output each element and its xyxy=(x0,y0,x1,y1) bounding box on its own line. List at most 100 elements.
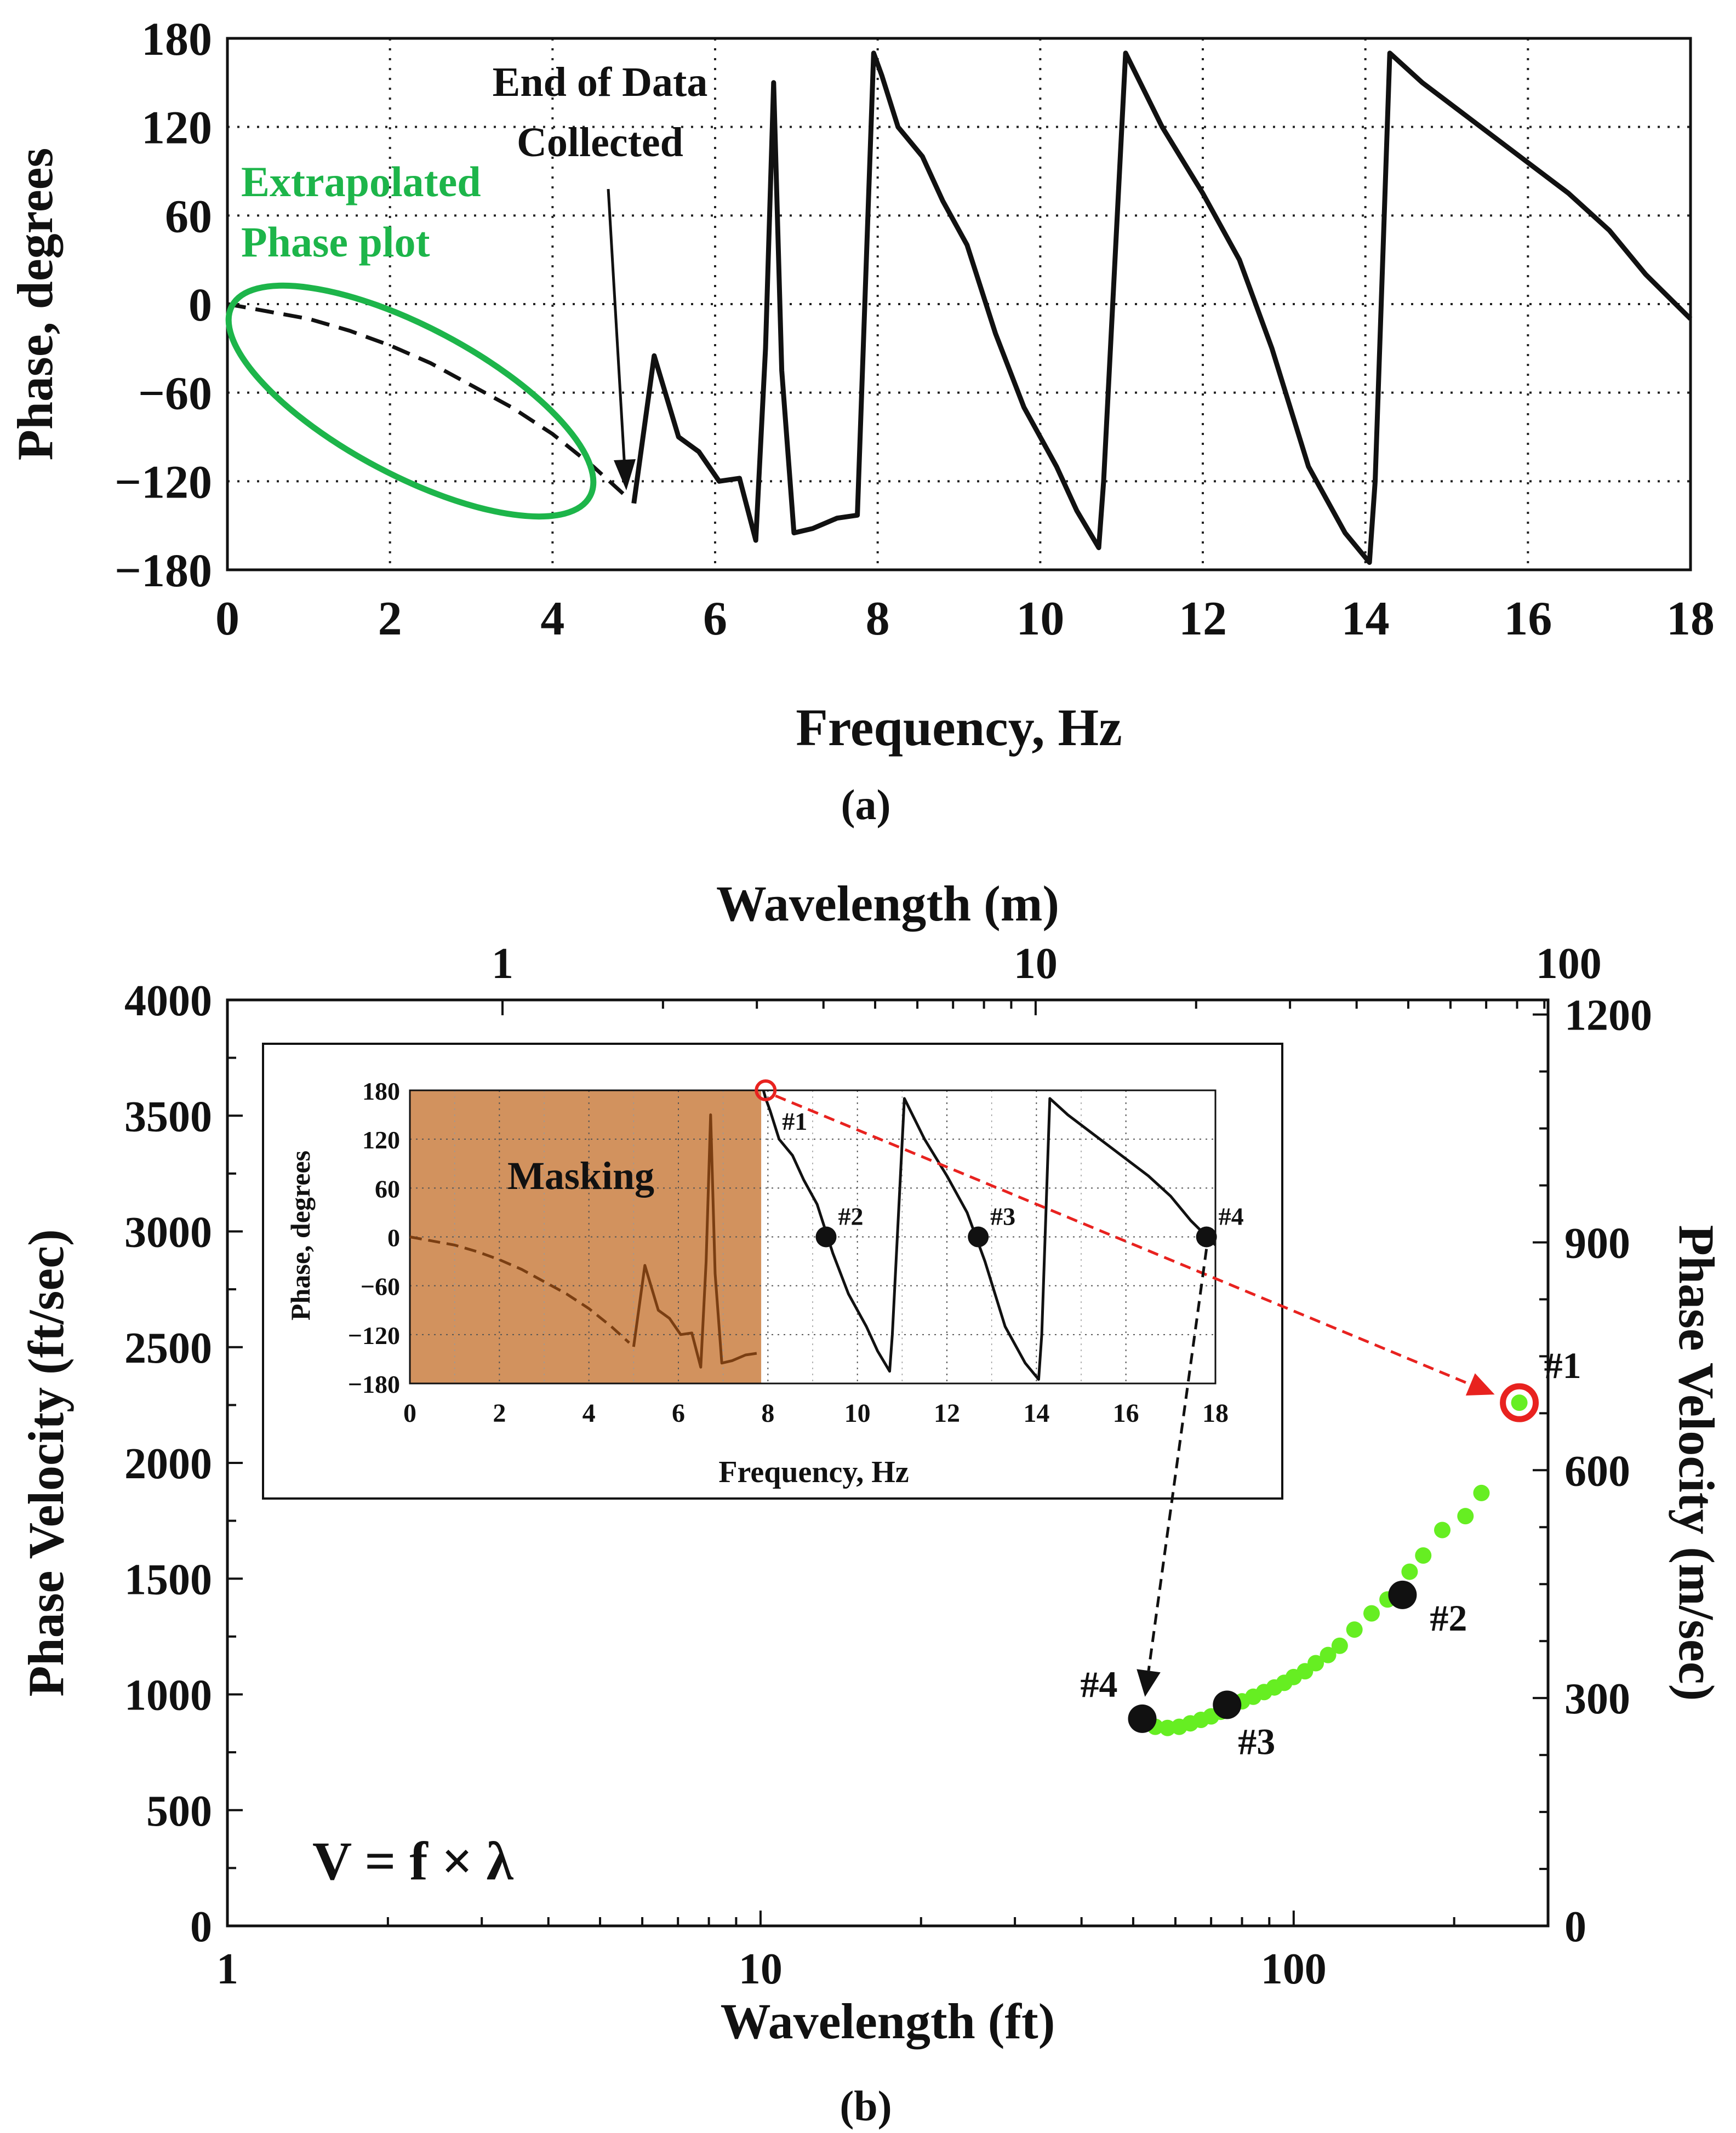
b-ytick-right-label: 1200 xyxy=(1564,992,1652,1040)
b-ytick-label: 3500 xyxy=(124,1093,212,1141)
a-xtick-label: 0 xyxy=(215,592,239,645)
inset-xtick-label: 0 xyxy=(403,1399,416,1428)
b-y-ticks-right: 0 300 600 900 1200 xyxy=(1533,992,1652,1951)
b-dispersion-point xyxy=(1473,1484,1490,1501)
a-ytick-label: −180 xyxy=(115,544,212,597)
inset-y-ticks: 180 120 60 0 −60 −120 −180 xyxy=(348,1077,400,1398)
inset-ytick-label: 0 xyxy=(387,1224,400,1252)
b-panel-label: (b) xyxy=(840,2082,892,2130)
inset-ytick-label: −180 xyxy=(348,1370,400,1398)
inset-point-ring xyxy=(755,1079,777,1101)
inset-masked-phase-line xyxy=(632,1113,757,1369)
a-xtick-label: 12 xyxy=(1179,592,1227,645)
b-ytick-right-label: 300 xyxy=(1564,1675,1630,1723)
b-dispersion-point xyxy=(1307,1655,1324,1672)
b-dispersion-point xyxy=(1457,1508,1474,1525)
a-annotation-extrapolated-1: Extrapolated xyxy=(241,158,481,205)
inset-point-label: #3 xyxy=(990,1203,1015,1231)
inset-point-label: #1 xyxy=(782,1107,807,1135)
a-x-ticks: 0 2 4 6 8 10 12 14 16 18 xyxy=(215,592,1715,645)
b-xtick-top-label: 100 xyxy=(1536,940,1602,988)
inset-point xyxy=(968,1226,989,1248)
b-ytick-label: 0 xyxy=(190,1903,212,1951)
b-xtick-top-label: 1 xyxy=(492,940,513,988)
b-xlabel-top: Wavelength (m) xyxy=(716,876,1059,931)
a-xtick-label: 16 xyxy=(1504,592,1552,645)
b-x-ticks-top: 1 10 100 xyxy=(492,940,1602,1015)
b-inset: 0 2 4 6 8 10 12 14 16 18 180 120 60 0 −60 −120 −180 Mas… xyxy=(262,1043,1283,1500)
b-ylabel-left: Phase Velocity (ft/sec) xyxy=(18,1229,74,1696)
a-xtick-label: 10 xyxy=(1016,592,1064,645)
inset-mask-label: Masking xyxy=(507,1154,654,1198)
b-ytick-label: 1000 xyxy=(124,1672,212,1720)
b-highlight-ring xyxy=(1500,1383,1539,1422)
inset-ytick-label: 120 xyxy=(362,1126,400,1154)
b-highlight-point xyxy=(1511,1395,1527,1411)
inset-xtick-label: 12 xyxy=(934,1399,960,1428)
b-x-ticks-bottom: 1 10 100 xyxy=(216,1911,1549,1993)
b-ytick-right-label: 900 xyxy=(1564,1219,1630,1267)
inset-xtick-label: 14 xyxy=(1023,1399,1049,1428)
inset-xtick-label: 16 xyxy=(1113,1399,1139,1428)
inset-xtick-label: 8 xyxy=(761,1399,774,1428)
a-extrapolated-ellipse xyxy=(225,282,597,520)
a-ytick-label: 60 xyxy=(165,190,212,242)
panel-a-phase-plot: 0 2 4 6 8 10 12 14 16 18 180 120 60 0 −60 −120 −180 Ext… xyxy=(7,13,1715,828)
inset-ytick-label: 180 xyxy=(362,1077,400,1105)
inset-xtick-label: 4 xyxy=(583,1399,596,1428)
b-y-ticks-left: 0 500 1000 1500 2000 2500 3000 3500 4000 xyxy=(124,977,243,1951)
b-xlabel-bottom: Wavelength (ft) xyxy=(721,1993,1055,2049)
b-ylabel-right: Phase Velocity (m/sec) xyxy=(1669,1225,1724,1701)
inset-ytick-label: −120 xyxy=(348,1322,400,1349)
b-highlight-point xyxy=(1388,1580,1417,1609)
inset-point-label: #4 xyxy=(1219,1203,1244,1231)
a-end-of-data-arrowhead xyxy=(614,459,636,490)
inset-ytick-label: 60 xyxy=(375,1175,400,1203)
inset-ytick-label: −60 xyxy=(361,1273,400,1301)
b-ytick-right-label: 600 xyxy=(1564,1447,1630,1495)
b-xtick-label: 1 xyxy=(216,1945,238,1993)
a-xtick-label: 6 xyxy=(703,592,727,645)
inset-points: #1 #2 #3 #4 xyxy=(755,1079,1244,1248)
b-arrow-point-4 xyxy=(1147,1249,1208,1671)
panel-b-dispersion-plot: 1 10 100 1 10 100 05001000150020002500300035… xyxy=(18,876,1724,2130)
b-highlight-label: #4 xyxy=(1081,1663,1118,1705)
inset-x-ticks: 0 2 4 6 8 10 12 14 16 18 xyxy=(403,1399,1229,1428)
a-xlabel: Frequency, Hz xyxy=(796,698,1122,757)
inset-grid xyxy=(410,1090,1215,1383)
a-ylabel: Phase, degrees xyxy=(7,148,63,461)
inset-point xyxy=(815,1226,837,1248)
b-highlight-label: #3 xyxy=(1238,1721,1275,1763)
b-highlighted-points: #1 #2 #3 #4 xyxy=(1081,1345,1581,1762)
a-annotation-end-of-data-2: Collected xyxy=(517,119,683,165)
a-measured-phase-line xyxy=(631,50,1693,565)
b-dispersion-point xyxy=(1434,1522,1451,1539)
b-ytick-label: 2000 xyxy=(124,1440,212,1488)
b-dispersion-point xyxy=(1346,1621,1363,1638)
b-formula: V = f × λ xyxy=(312,1831,514,1891)
a-end-of-data-arrow xyxy=(607,188,626,469)
a-extrapolated-phase-line xyxy=(227,302,627,497)
b-dispersion-point xyxy=(1363,1605,1380,1622)
inset-xtick-label: 18 xyxy=(1202,1399,1229,1428)
inset-extrapolated-line xyxy=(409,1236,630,1344)
a-ytick-label: −60 xyxy=(138,367,212,420)
b-ytick-label: 3000 xyxy=(124,1209,212,1257)
inset-ylabel: Phase, degrees xyxy=(285,1151,316,1320)
b-xtick-top-label: 10 xyxy=(1014,940,1058,988)
a-ytick-label: −120 xyxy=(115,455,212,508)
a-xtick-label: 8 xyxy=(866,592,890,645)
b-ytick-right-label: 0 xyxy=(1564,1903,1586,1951)
b-ytick-label: 2500 xyxy=(124,1324,212,1373)
a-ytick-label: 0 xyxy=(189,278,212,331)
b-dispersion-point xyxy=(1331,1637,1348,1654)
a-xtick-label: 4 xyxy=(540,592,564,645)
b-arrowhead-point-1 xyxy=(1465,1373,1495,1396)
b-ytick-label: 1500 xyxy=(124,1556,212,1604)
a-annotation-end-of-data-1: End of Data xyxy=(493,59,708,105)
b-highlight-label: #1 xyxy=(1544,1345,1581,1386)
inset-xtick-label: 6 xyxy=(672,1399,685,1428)
a-xtick-label: 18 xyxy=(1666,592,1715,645)
b-ytick-label: 4000 xyxy=(124,977,212,1025)
